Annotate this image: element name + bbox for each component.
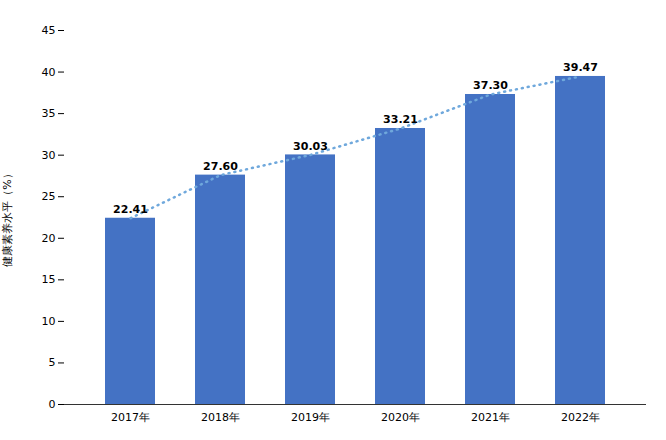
svg-text:45: 45: [42, 24, 56, 37]
svg-text:22.41: 22.41: [113, 203, 148, 216]
svg-text:2017年: 2017年: [111, 411, 150, 424]
svg-text:2022年: 2022年: [561, 411, 600, 424]
svg-text:30: 30: [42, 149, 56, 162]
svg-text:10: 10: [42, 315, 56, 328]
svg-text:2020年: 2020年: [381, 411, 420, 424]
svg-text:15: 15: [42, 273, 56, 286]
svg-text:2021年: 2021年: [471, 411, 510, 424]
svg-text:健康素养水平（%）: 健康素养水平（%）: [1, 168, 14, 266]
svg-text:37.30: 37.30: [473, 79, 508, 92]
svg-text:27.60: 27.60: [203, 160, 238, 173]
svg-text:30.03: 30.03: [293, 140, 328, 153]
svg-text:20: 20: [42, 232, 56, 245]
svg-text:2019年: 2019年: [291, 411, 330, 424]
svg-text:33.21: 33.21: [383, 113, 418, 126]
svg-text:35: 35: [42, 107, 56, 120]
svg-text:0: 0: [49, 398, 56, 411]
svg-text:25: 25: [42, 190, 56, 203]
svg-text:5: 5: [49, 356, 56, 369]
svg-text:39.47: 39.47: [563, 61, 598, 74]
svg-text:40: 40: [42, 66, 56, 79]
svg-text:2018年: 2018年: [201, 411, 240, 424]
